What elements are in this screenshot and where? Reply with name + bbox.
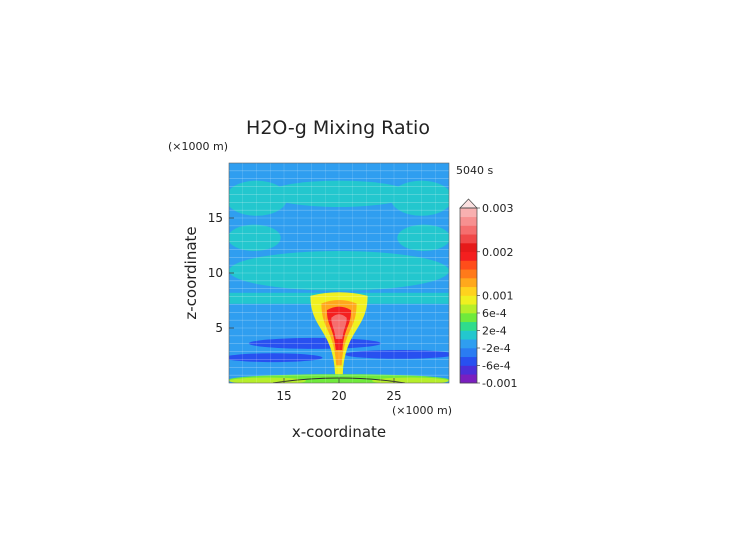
colorbar-swatch [460, 348, 477, 358]
x-tick-label: 20 [331, 389, 346, 403]
colorbar-swatch [460, 304, 477, 314]
y-tick-label: 10 [208, 266, 223, 280]
x-tick-label: 25 [386, 389, 401, 403]
contour-region [267, 180, 411, 207]
colorbar-swatch [460, 330, 477, 340]
colorbar-extend-arrow [459, 198, 478, 209]
contour-region [229, 224, 281, 251]
colorbar-swatch [460, 356, 477, 366]
time-label: 5040 s [456, 164, 493, 177]
colorbar-swatch [460, 295, 477, 305]
colorbar-swatch [460, 365, 477, 375]
chart-title: H2O-g Mixing Ratio [246, 117, 430, 139]
grid-lines [229, 163, 449, 383]
colorbar-swatch [460, 234, 477, 244]
contour-field [229, 163, 449, 383]
x-axis-unit: (×1000 m) [392, 404, 452, 417]
colorbar-swatch [460, 339, 477, 349]
colorbar-swatch [460, 225, 477, 235]
contour-region [331, 314, 347, 339]
colorbar-swatch [460, 243, 477, 253]
colorbar-swatch [460, 251, 477, 261]
contour-region [397, 224, 449, 251]
colorbar-swatch [460, 269, 477, 279]
colorbar-labels: 0.003 0.002 0.001 6e-4 2e-4 -2e-4 -6e-4 -0.001 [477, 202, 517, 390]
colorbar-label: 0.002 [482, 246, 514, 259]
colorbar [459, 198, 478, 384]
colorbar-swatch [460, 278, 477, 288]
colorbar-swatch [460, 216, 477, 226]
colorbar-swatch [460, 374, 477, 384]
contour-region [344, 350, 449, 359]
colorbar-label: -2e-4 [482, 342, 511, 355]
y-tick-label: 5 [215, 321, 223, 335]
colorbar-label: 0.001 [482, 290, 514, 303]
colorbar-swatch [460, 313, 477, 323]
colorbar-label: 6e-4 [482, 307, 507, 320]
x-axis-label: x-coordinate [292, 423, 386, 441]
plot-area [228, 162, 450, 384]
colorbar-label: -6e-4 [482, 360, 511, 373]
colorbar-swatch [460, 321, 477, 331]
contour-region [229, 250, 449, 291]
y-axis-label: z-coordinate [182, 226, 200, 319]
colorbar-swatch [460, 286, 477, 296]
colorbar-label: 0.003 [482, 202, 514, 215]
colorbar-label: 2e-4 [482, 325, 507, 338]
colorbar-swatch [460, 208, 477, 218]
x-axis-ticks: 15 20 25 [276, 378, 402, 403]
x-tick-label: 15 [276, 389, 291, 403]
y-axis-unit: (×1000 m) [168, 140, 228, 153]
y-axis-ticks: 5 10 15 [208, 211, 234, 335]
contour-region [229, 353, 323, 363]
contour-region [248, 337, 381, 349]
colorbar-swatch [460, 260, 477, 270]
y-tick-label: 15 [208, 211, 223, 225]
colorbar-label: -0.001 [482, 377, 517, 390]
